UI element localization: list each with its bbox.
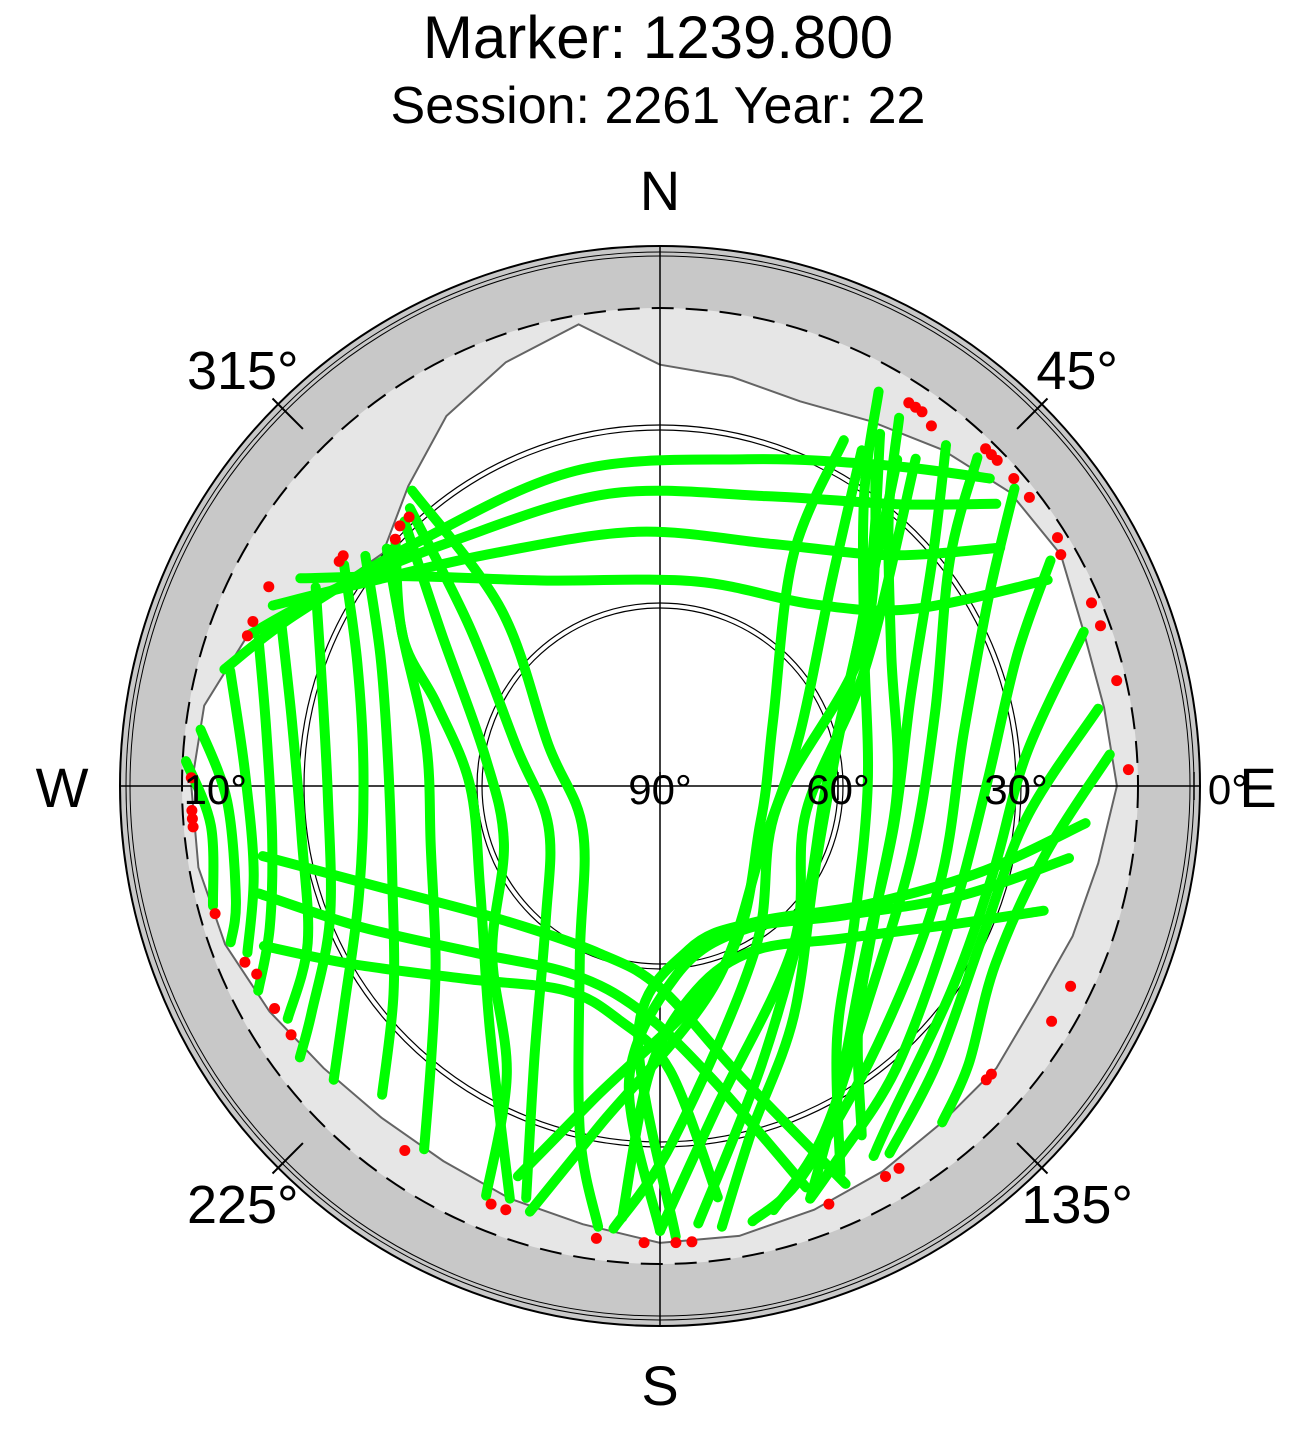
azimuth-label-135: 135°	[1021, 1175, 1133, 1235]
satellite-track-33	[253, 888, 812, 1193]
track-endpoint-45	[403, 511, 415, 523]
satellite-track-20	[360, 550, 400, 1100]
azimuth-label-315: 315°	[187, 341, 299, 401]
satellite-track-13	[524, 445, 867, 1217]
track-endpoint-24	[638, 1237, 650, 1249]
track-endpoint-25	[590, 1232, 602, 1244]
satellite-track-18	[407, 485, 604, 1232]
elevation-label-10: 10°	[184, 766, 248, 813]
satellite-track-14	[512, 435, 849, 1182]
track-endpoint-43	[389, 533, 401, 545]
track-endpoint-26	[500, 1204, 512, 1216]
track-endpoint-34	[187, 821, 199, 833]
azimuth-tick-135	[1016, 1142, 1049, 1175]
satellite-track-22	[294, 582, 336, 1063]
satellite-track-8	[937, 749, 1115, 1128]
satellite-track-19	[381, 543, 441, 1155]
track-endpoint-18	[980, 1074, 992, 1086]
chart-subtitle: Session: 2261 Year: 22	[391, 77, 926, 135]
satellite-track-17	[404, 503, 556, 1203]
track-endpoints	[185, 397, 1134, 1249]
satellite-track-31	[219, 454, 995, 675]
elevation-label-0: 0°	[1208, 766, 1248, 813]
labels: N S W E 45° 135° 225° 315° 90° 60° 30° 0° 10°	[36, 159, 1277, 1417]
track-endpoint-29	[285, 1029, 297, 1041]
satellite-track-29	[267, 526, 1006, 611]
track-endpoint-40	[263, 581, 275, 593]
track-endpoint-38	[241, 630, 253, 642]
track-endpoint-6	[991, 454, 1003, 466]
satellite-track-24	[253, 634, 278, 996]
track-endpoint-3	[925, 420, 937, 432]
satellite-track-26	[195, 724, 241, 948]
satellite-track-16	[399, 516, 512, 1201]
track-endpoint-14	[1122, 764, 1134, 776]
satellite-track-34	[257, 851, 851, 1189]
track-endpoint-32	[239, 956, 251, 968]
track-endpoint-12	[1095, 620, 1106, 632]
track-endpoint-28	[399, 1145, 411, 1156]
azimuth-tick-225	[271, 1142, 304, 1175]
chart-title: Marker: 1239.800	[423, 4, 893, 71]
track-endpoint-23	[670, 1237, 682, 1249]
track-endpoint-7	[1008, 473, 1020, 484]
elevation-label-90: 90°	[628, 766, 692, 813]
track-endpoint-15	[1065, 980, 1077, 992]
track-endpoint-33	[209, 908, 221, 920]
track-endpoint-21	[823, 1198, 835, 1210]
elevation-labels: 90° 60° 30° 0° 10°	[184, 766, 1249, 813]
track-endpoint-30	[269, 1003, 281, 1014]
satellite-track-32	[258, 941, 723, 1203]
satellite-tracks	[181, 386, 1115, 1242]
track-endpoint-44	[394, 520, 406, 532]
satellite-track-3	[768, 452, 983, 1216]
satellite-track-1	[831, 386, 884, 1179]
satellite-track-7	[884, 703, 1104, 1159]
azimuth-label-225: 225°	[187, 1175, 299, 1235]
track-endpoint-35	[186, 813, 198, 825]
track-endpoint-20	[880, 1171, 891, 1182]
azimuth-label-45: 45°	[1036, 341, 1118, 401]
track-endpoint-13	[1111, 675, 1123, 687]
track-endpoint-10	[1055, 549, 1067, 561]
azimuth-tick-315	[271, 397, 304, 430]
compass-w: W	[36, 756, 89, 819]
track-endpoint-2	[916, 406, 928, 418]
satellite-track-11	[655, 453, 921, 1236]
azimuth-tick-45	[1016, 397, 1049, 430]
track-endpoint-37	[185, 772, 197, 784]
satellite-track-25	[225, 665, 259, 958]
track-endpoint-27	[485, 1198, 497, 1210]
track-endpoint-31	[251, 968, 263, 980]
satellite-track-21	[328, 559, 369, 1085]
track-endpoint-9	[1052, 532, 1063, 544]
azimuth-labels: 45° 135° 225° 315°	[187, 341, 1133, 1235]
track-endpoint-8	[1023, 491, 1035, 503]
track-endpoint-39	[247, 616, 259, 627]
elevation-label-60: 60°	[806, 766, 870, 813]
satellite-track-5	[805, 555, 1056, 1204]
track-endpoint-36	[186, 805, 198, 816]
track-endpoint-19	[893, 1162, 905, 1174]
compass-n: N	[640, 159, 680, 222]
azimuth-tick-marks	[271, 397, 1049, 1175]
compass-e: E	[1239, 756, 1276, 819]
satellite-track-37	[633, 818, 1091, 1242]
elevation-label-30: 30°	[984, 766, 1048, 813]
satellite-track-6	[868, 626, 1089, 1161]
track-endpoint-22	[686, 1236, 698, 1248]
track-endpoint-11	[1086, 597, 1097, 609]
track-endpoint-42	[337, 550, 349, 562]
compass-s: S	[641, 1354, 678, 1417]
track-endpoint-16	[1046, 1015, 1058, 1027]
